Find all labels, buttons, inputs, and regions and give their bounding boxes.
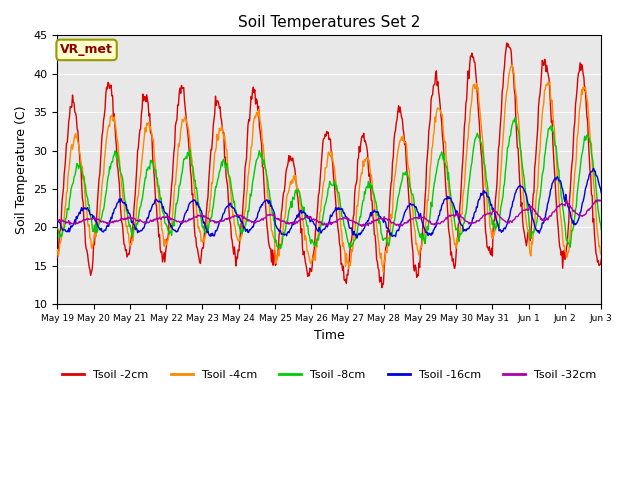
X-axis label: Time: Time — [314, 329, 345, 342]
Y-axis label: Soil Temperature (C): Soil Temperature (C) — [15, 106, 28, 234]
Legend: Tsoil -2cm, Tsoil -4cm, Tsoil -8cm, Tsoil -16cm, Tsoil -32cm: Tsoil -2cm, Tsoil -4cm, Tsoil -8cm, Tsoi… — [58, 366, 601, 385]
Title: Soil Temperatures Set 2: Soil Temperatures Set 2 — [238, 15, 420, 30]
Text: VR_met: VR_met — [60, 43, 113, 57]
